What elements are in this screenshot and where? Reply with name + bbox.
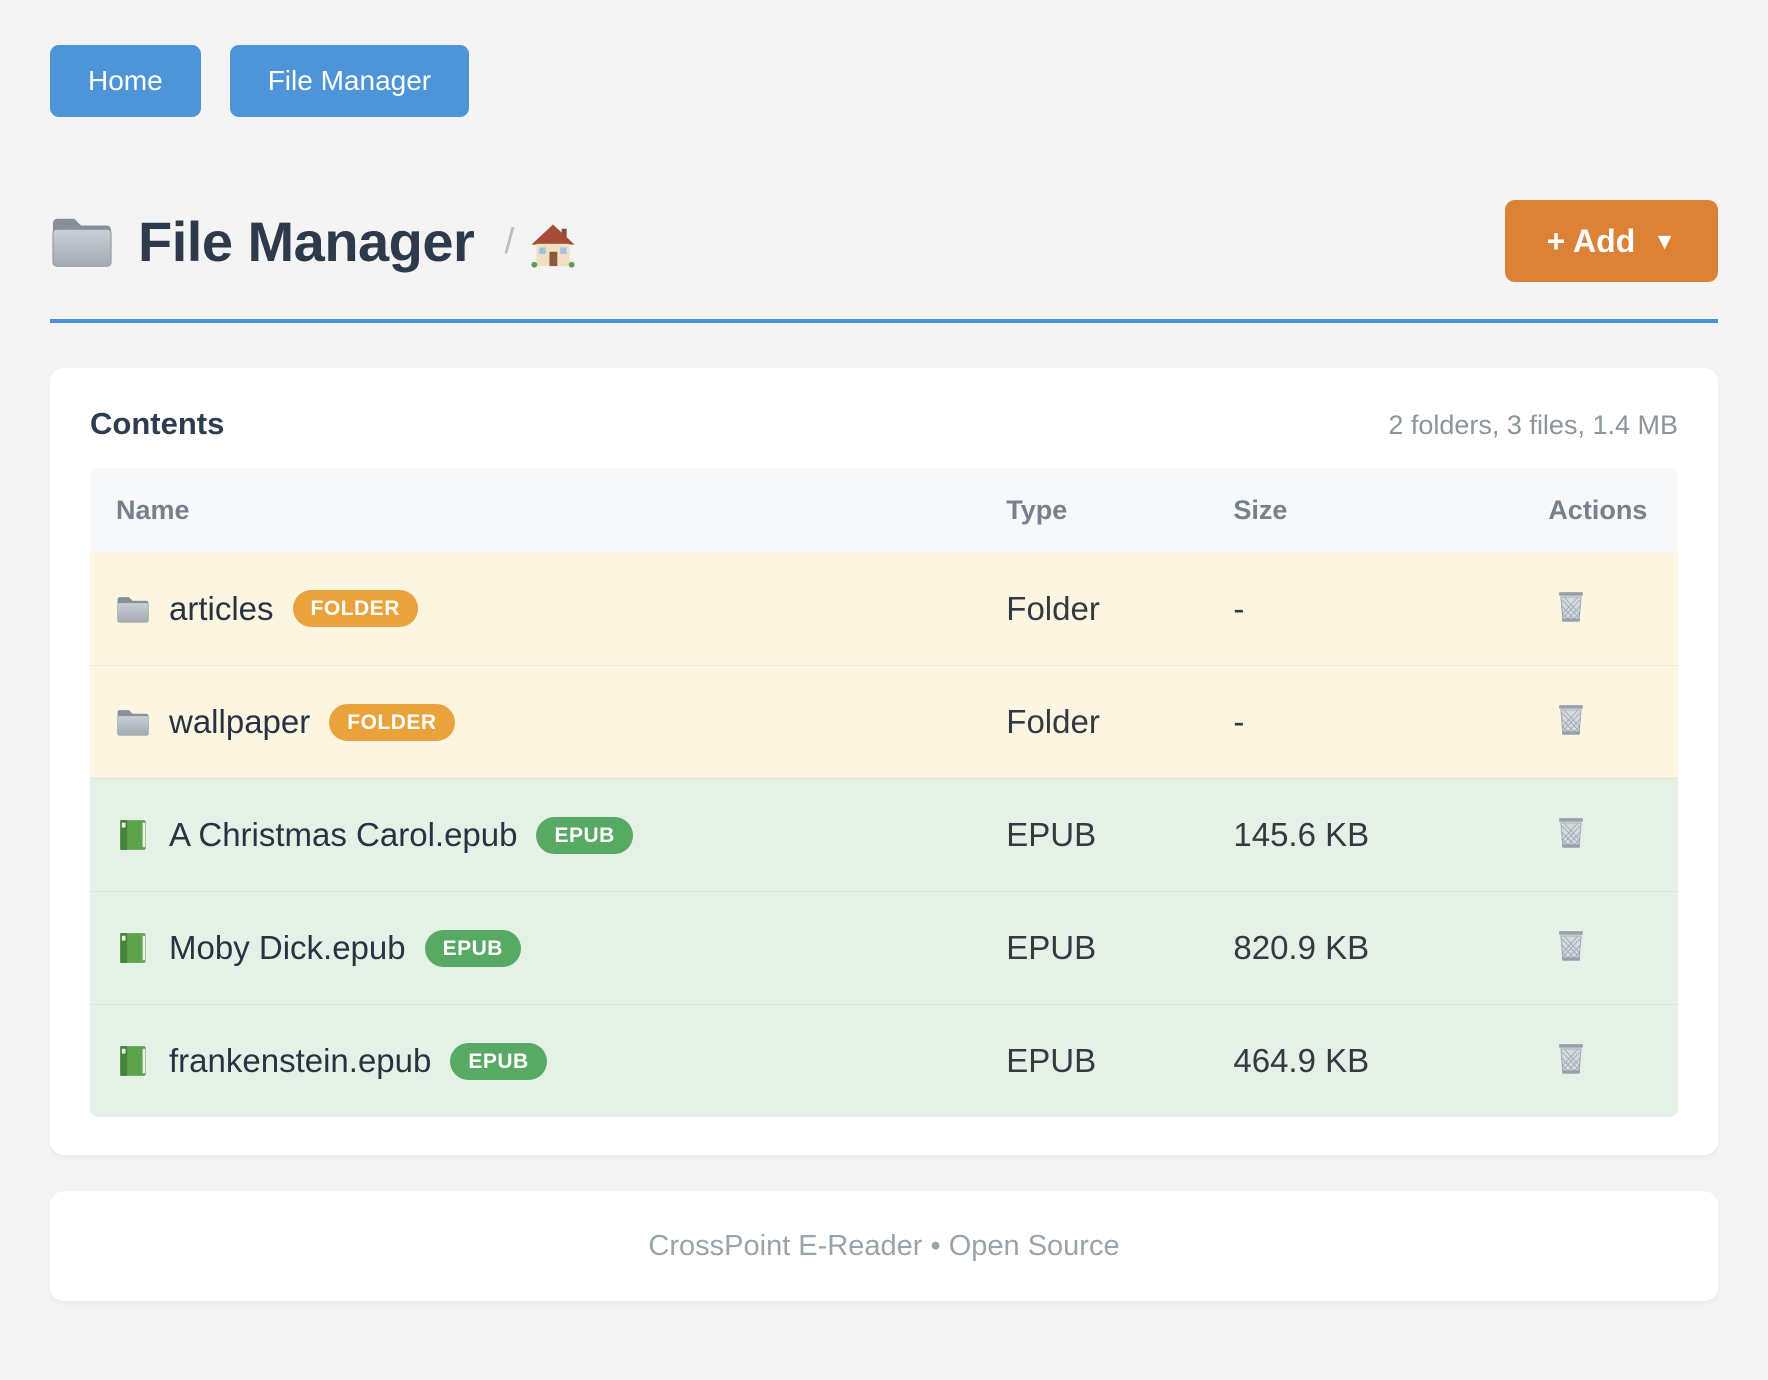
column-header-actions: Actions xyxy=(1548,494,1648,525)
table-row[interactable]: Moby Dick.epub EPUB EPUB 820.9 KB xyxy=(90,891,1678,1004)
table-row[interactable]: A Christmas Carol.epub EPUB EPUB 145.6 K… xyxy=(90,778,1678,891)
trash-icon xyxy=(1558,704,1584,735)
file-name[interactable]: frankenstein.epub xyxy=(169,1042,432,1079)
file-name[interactable]: A Christmas Carol.epub xyxy=(169,816,518,853)
trash-icon xyxy=(1558,1043,1584,1074)
type-badge: EPUB xyxy=(536,816,633,854)
add-button[interactable]: + Add ▼ xyxy=(1504,200,1718,282)
footer: CrossPoint E-Reader • Open Source xyxy=(50,1191,1718,1301)
top-nav: Home File Manager xyxy=(50,0,1718,117)
size-cell: 145.6 KB xyxy=(1233,778,1531,891)
file-table-wrapper: Name Type Size Actions articles FOLDER F… xyxy=(90,468,1678,1117)
green-book-icon xyxy=(120,1046,146,1076)
name-cell: articles FOLDER xyxy=(90,590,1006,628)
folder-icon xyxy=(117,709,149,736)
type-badge: FOLDER xyxy=(292,590,418,627)
type-badge: EPUB xyxy=(450,1042,547,1080)
table-row[interactable]: frankenstein.epub EPUB EPUB 464.9 KB xyxy=(90,1004,1678,1117)
breadcrumb-separator: / xyxy=(504,220,515,261)
folder-icon xyxy=(52,218,112,267)
type-cell: EPUB xyxy=(1006,778,1234,891)
name-cell: Moby Dick.epub EPUB xyxy=(90,929,1006,967)
green-book-icon xyxy=(120,933,146,963)
trash-icon xyxy=(1558,817,1584,848)
contents-card: Contents 2 folders, 3 files, 1.4 MB Name… xyxy=(50,368,1718,1155)
trash-icon xyxy=(1558,930,1584,961)
nav-file-manager-button[interactable]: File Manager xyxy=(229,45,470,117)
folder-icon xyxy=(117,596,149,623)
column-header-name: Name xyxy=(116,494,190,525)
name-cell: frankenstein.epub EPUB xyxy=(90,1042,1006,1080)
name-cell: wallpaper FOLDER xyxy=(90,703,1006,741)
delete-button[interactable] xyxy=(1548,923,1594,969)
page-header: File Manager / + Add ▼ xyxy=(50,193,1718,289)
type-cell: EPUB xyxy=(1006,1004,1234,1117)
size-cell: - xyxy=(1233,589,1245,627)
file-name[interactable]: Moby Dick.epub xyxy=(169,929,406,966)
type-cell: EPUB xyxy=(1006,891,1234,1004)
table-row[interactable]: articles FOLDER Folder - xyxy=(90,552,1678,665)
file-table: Name Type Size Actions articles FOLDER F… xyxy=(90,468,1678,1117)
delete-button[interactable] xyxy=(1548,810,1594,856)
size-cell: 820.9 KB xyxy=(1233,891,1531,1004)
file-name[interactable]: articles xyxy=(169,589,274,627)
table-header-row: Name Type Size Actions xyxy=(90,468,1678,552)
contents-card-header: Contents 2 folders, 3 files, 1.4 MB xyxy=(90,406,1678,442)
chevron-down-icon: ▼ xyxy=(1653,227,1676,254)
trash-icon xyxy=(1558,591,1584,622)
column-header-size: Size xyxy=(1233,494,1288,525)
table-row[interactable]: wallpaper FOLDER Folder - xyxy=(90,665,1678,778)
contents-title: Contents xyxy=(90,406,225,441)
type-badge: EPUB xyxy=(424,929,521,967)
size-cell: 464.9 KB xyxy=(1233,1004,1531,1117)
delete-button[interactable] xyxy=(1548,584,1594,630)
header-divider xyxy=(50,319,1718,323)
column-header-type: Type xyxy=(1006,494,1068,525)
type-badge: FOLDER xyxy=(329,703,455,741)
footer-text: CrossPoint E-Reader • Open Source xyxy=(648,1229,1120,1262)
size-cell: - xyxy=(1233,665,1531,778)
name-cell: A Christmas Carol.epub EPUB xyxy=(90,816,1006,854)
breadcrumb-home[interactable] xyxy=(530,213,576,269)
type-cell: Folder xyxy=(1006,589,1100,627)
home-icon xyxy=(531,224,575,268)
file-name[interactable]: wallpaper xyxy=(169,703,311,740)
add-button-label: + Add xyxy=(1546,222,1636,259)
delete-button[interactable] xyxy=(1548,697,1594,743)
page-title: File Manager xyxy=(138,209,475,273)
delete-button[interactable] xyxy=(1548,1036,1594,1082)
green-book-icon xyxy=(120,820,146,850)
type-cell: Folder xyxy=(1006,665,1234,778)
contents-summary: 2 folders, 3 files, 1.4 MB xyxy=(1388,410,1678,440)
title-group: File Manager / xyxy=(50,209,576,274)
nav-home-button[interactable]: Home xyxy=(50,45,201,117)
